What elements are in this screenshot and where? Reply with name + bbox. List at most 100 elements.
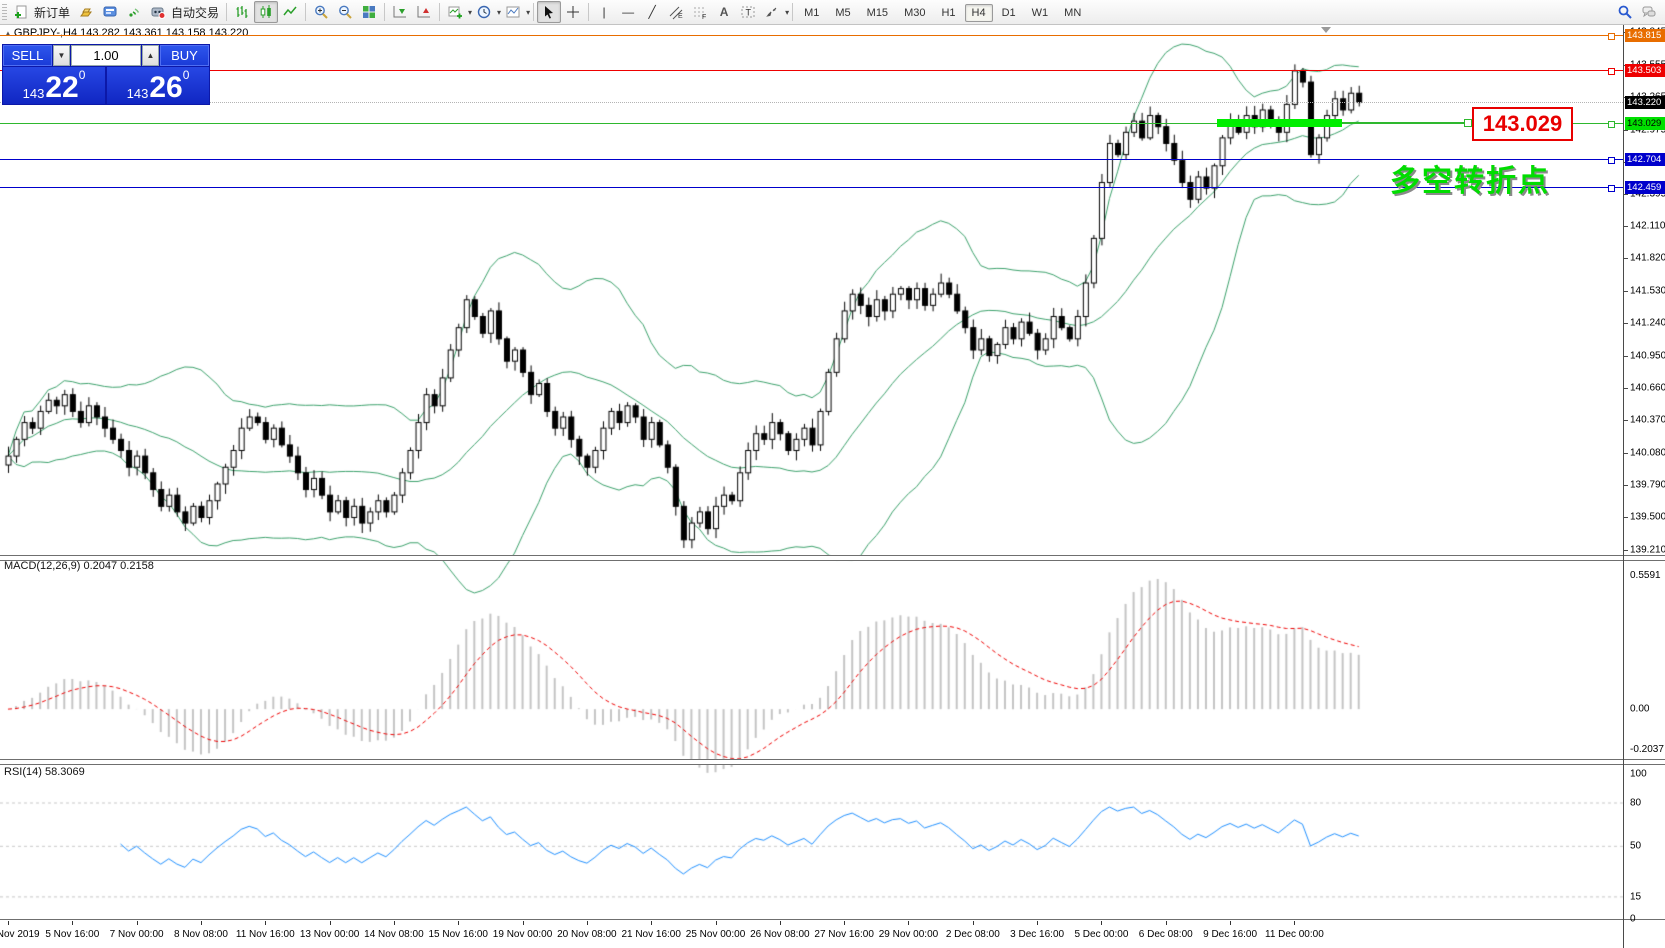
time-label: 29 Nov 00:00: [878, 929, 939, 940]
timeframe-MN[interactable]: MN: [1064, 7, 1082, 19]
time-tickmark: [522, 921, 524, 925]
trendline-tool-icon[interactable]: ╱: [648, 5, 656, 19]
price-tick-label: 140.950: [1630, 350, 1665, 362]
support-line-upper-endpoint[interactable]: [1608, 157, 1615, 165]
axis-separator: [0, 919, 1665, 921]
macd-scale-label: 0.5591: [1630, 570, 1661, 582]
new-order-button[interactable]: 新订单: [34, 5, 71, 20]
volume-input[interactable]: [71, 45, 141, 66]
bar-chart-icon[interactable]: [230, 1, 254, 23]
text-tool-icon[interactable]: A: [719, 5, 729, 19]
line-chart-icon[interactable]: [278, 1, 302, 23]
sell-button[interactable]: SELL: [3, 45, 52, 66]
crosshair-icon[interactable]: [561, 1, 585, 23]
pivot-line-endpoint[interactable]: [1608, 120, 1615, 128]
macd-scale-label: -0.2037: [1630, 744, 1664, 755]
autotrading-button[interactable]: 自动交易: [171, 5, 220, 20]
price-tick-label: 141.240: [1630, 317, 1665, 329]
timeframe-M15[interactable]: M15: [866, 7, 889, 19]
buy-button[interactable]: BUY: [160, 45, 209, 66]
time-label: 4 Nov 2019: [0, 929, 40, 940]
price-badge-143.029: 143.029: [1625, 116, 1665, 130]
resistance-line-lower[interactable]: [0, 68, 1623, 76]
price-tick-label: 139.210: [1630, 544, 1665, 556]
cursor-icon[interactable]: [537, 1, 562, 23]
buy-price-pip: 0: [182, 68, 190, 82]
autotrading-icon[interactable]: [146, 1, 170, 23]
new-order-icon[interactable]: [9, 1, 33, 23]
support-line-lower[interactable]: [0, 184, 1623, 192]
time-tickmark: [1165, 921, 1167, 925]
volume-decrease-button[interactable]: ▼: [53, 45, 70, 66]
support-line-upper[interactable]: [0, 157, 1623, 165]
vertical-line-tool-icon[interactable]: |: [602, 5, 606, 19]
price-tickmark: [1624, 323, 1628, 325]
time-label: 25 Nov 00:00: [685, 929, 746, 940]
volume-increase-button[interactable]: ▲: [142, 45, 159, 66]
timeframe-M5[interactable]: M5: [835, 7, 851, 19]
support-line-lower-endpoint[interactable]: [1608, 184, 1615, 192]
price-tick-label: 139.500: [1630, 511, 1665, 523]
signals-icon[interactable]: [122, 1, 146, 23]
price-tickmark: [1624, 517, 1628, 519]
chart-ohlc-title: ▲ GBPJPY-,H4 143.282 143.361 143.158 143.…: [4, 27, 249, 39]
toolbar-separator: [588, 3, 590, 21]
price-badge-142.704: 142.704: [1625, 153, 1665, 167]
period-clock-icon[interactable]: [472, 1, 496, 23]
search-icon[interactable]: [1613, 1, 1637, 23]
timeframe-W1[interactable]: W1: [1031, 7, 1049, 19]
community-icon[interactable]: [98, 1, 122, 23]
pivot-line[interactable]: [0, 120, 1623, 128]
time-label: 15 Nov 16:00: [428, 929, 488, 940]
resistance-line-lower-endpoint[interactable]: [1608, 68, 1615, 76]
time-label: 19 Nov 00:00: [492, 929, 553, 940]
sell-price-tile[interactable]: 143 22 0: [3, 67, 105, 104]
time-tickmark: [1101, 921, 1103, 925]
timeframe-M30[interactable]: M30: [904, 7, 926, 19]
pane-splitter-macd[interactable]: [0, 555, 1665, 561]
price-tickmark: [1624, 549, 1628, 551]
auto-scroll-icon[interactable]: [388, 1, 412, 23]
market-icon[interactable]: [74, 1, 98, 23]
chart-shift-icon[interactable]: [412, 1, 436, 23]
template-icon[interactable]: [501, 1, 525, 23]
price-badge-142.459: 142.459: [1625, 180, 1665, 194]
chat-icon[interactable]: [1637, 1, 1661, 23]
resistance-line-upper[interactable]: [0, 33, 1623, 41]
zoom-out-icon[interactable]: [333, 1, 357, 23]
arrows-dropdown[interactable]: ▾: [785, 7, 790, 17]
buy-price-tile[interactable]: 143 26 0: [107, 67, 209, 104]
period-dropdown[interactable]: ▾: [497, 7, 502, 17]
time-label: 3 Dec 16:00: [1010, 929, 1065, 940]
candlestick-chart-icon[interactable]: [254, 1, 279, 23]
current-price-line[interactable]: [0, 101, 1623, 103]
rsi-scale-label: 0: [1630, 913, 1636, 925]
resistance-line-upper-endpoint[interactable]: [1608, 33, 1615, 41]
chart-shift-marker[interactable]: [1321, 27, 1331, 33]
label-tool-icon[interactable]: T: [736, 1, 760, 23]
pivot-note-text[interactable]: 多空转折点: [1390, 165, 1550, 198]
new-chart-icon[interactable]: [443, 1, 467, 23]
pivot-highlight-bar[interactable]: [1217, 119, 1342, 127]
timeframe-H4[interactable]: H4: [964, 4, 993, 22]
template-dropdown[interactable]: ▾: [526, 7, 531, 17]
pivot-anchor-square[interactable]: [1464, 119, 1472, 127]
zoom-in-icon[interactable]: [309, 1, 333, 23]
time-tickmark: [8, 921, 9, 925]
timeframe-M1[interactable]: M1: [804, 7, 820, 19]
tile-windows-icon[interactable]: [357, 1, 381, 23]
timeframe-D1[interactable]: D1: [1001, 7, 1016, 19]
price-callout-label[interactable]: 143.029: [1472, 107, 1573, 141]
time-label: 8 Nov 08:00: [173, 929, 228, 940]
fibonacci-tool-icon[interactable]: F: [688, 1, 712, 23]
pane-splitter-rsi[interactable]: [0, 759, 1665, 765]
time-label: 9 Dec 16:00: [1203, 929, 1258, 940]
horizontal-line-tool-icon[interactable]: —: [622, 5, 635, 19]
channel-tool-icon[interactable]: E: [664, 1, 688, 23]
timeframe-H1[interactable]: H1: [941, 7, 956, 19]
price-badge-143.503: 143.503: [1625, 64, 1665, 78]
arrows-tool-icon[interactable]: [760, 1, 784, 23]
new-chart-dropdown[interactable]: ▾: [468, 7, 473, 17]
